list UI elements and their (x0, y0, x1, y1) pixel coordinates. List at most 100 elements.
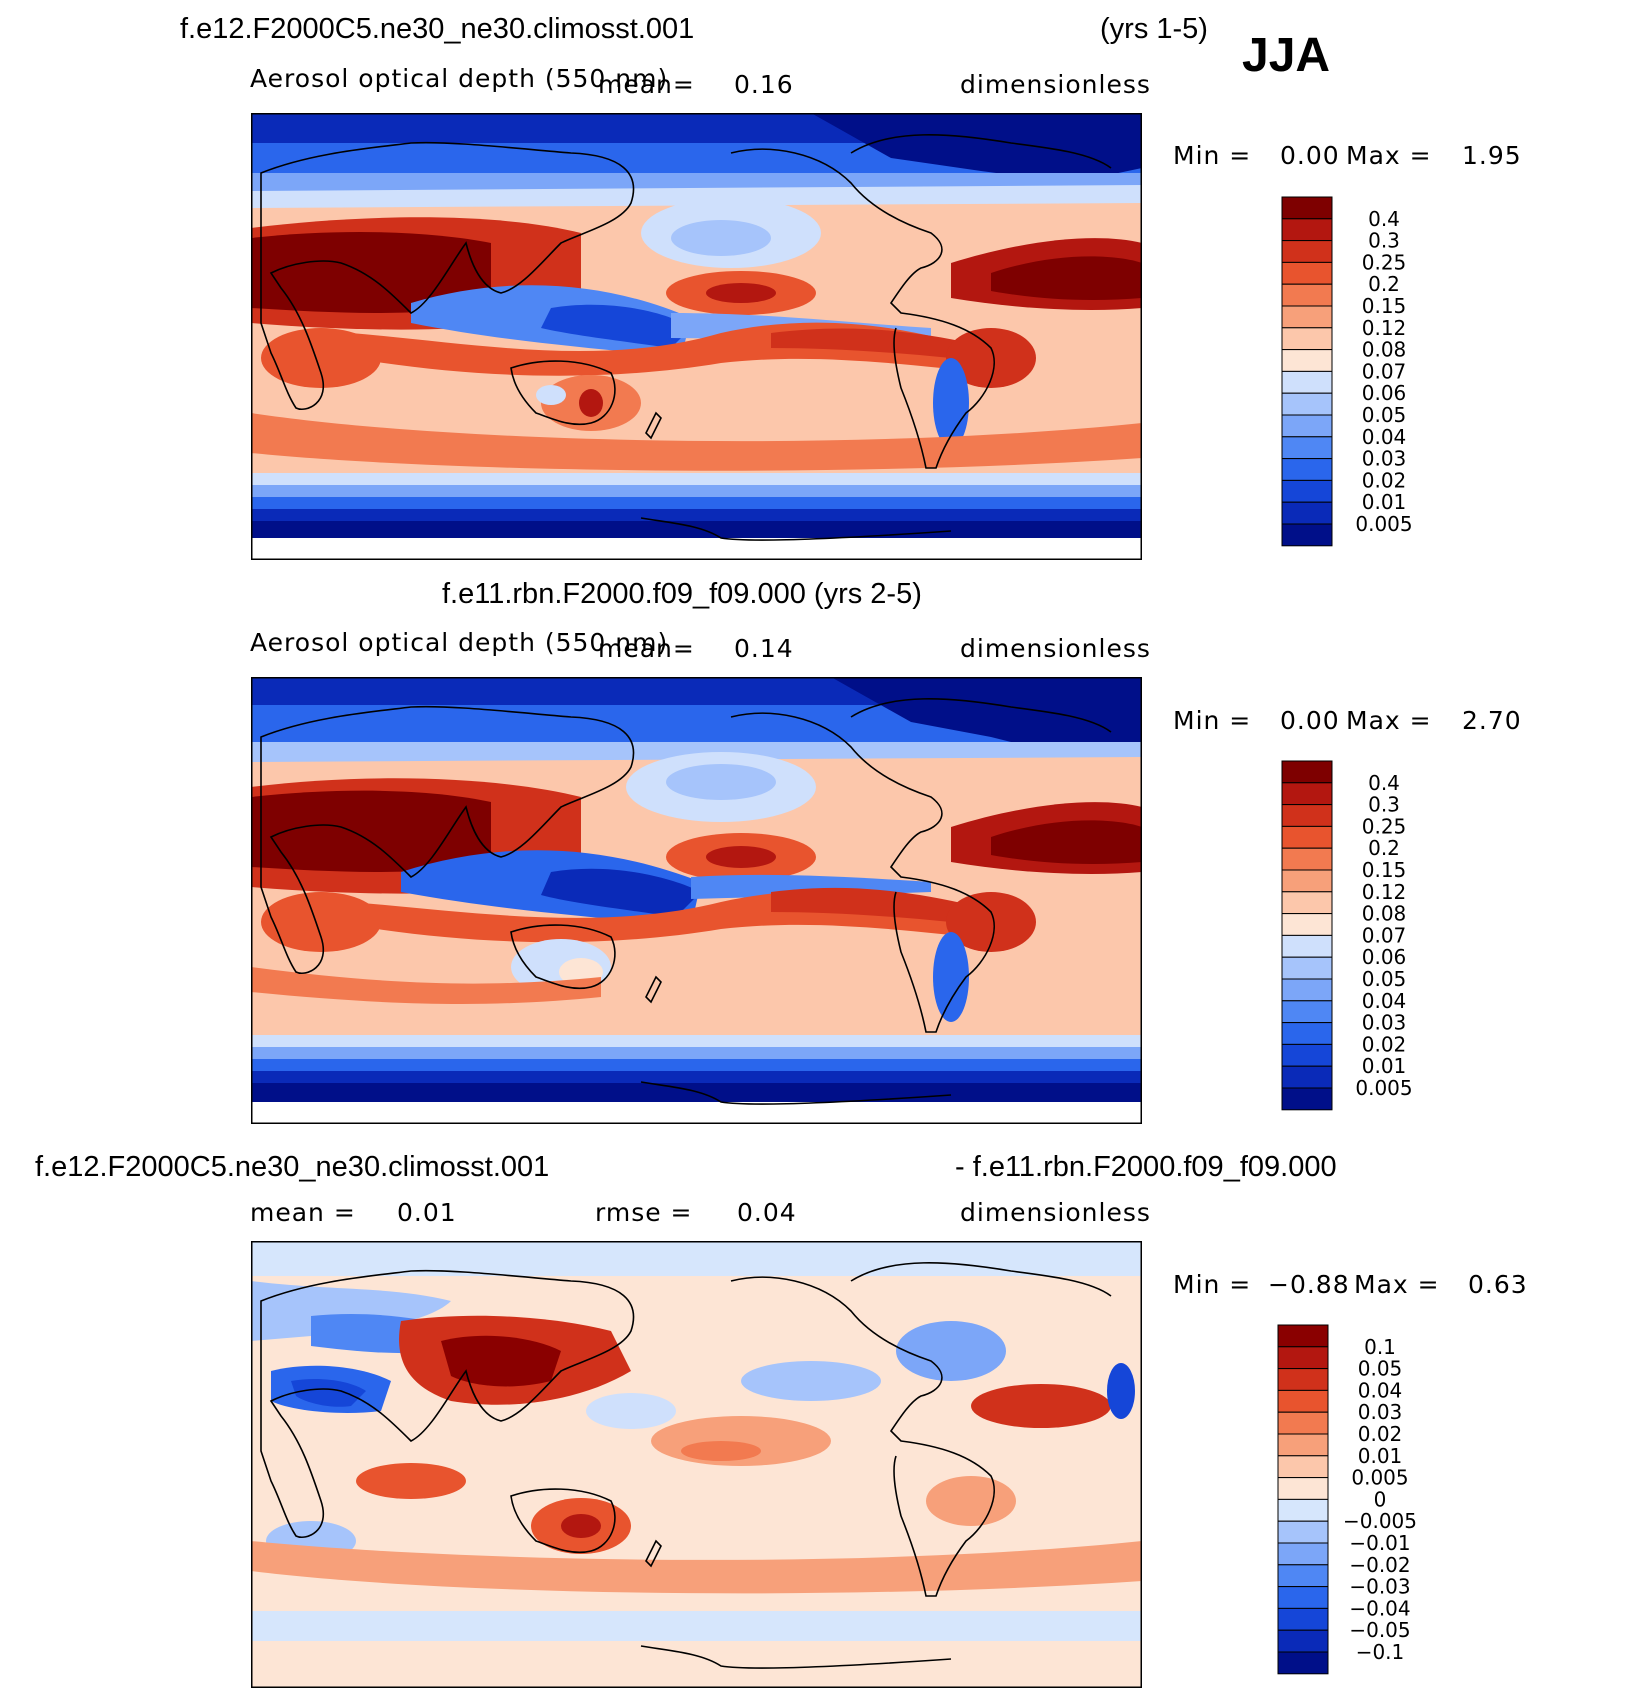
panel3-map (251, 1241, 1142, 1688)
aod-colorbar-label-13: 0.01 (1362, 1054, 1407, 1078)
aod-colorbar-swatch-10 (1281, 978, 1333, 1002)
aod-colorbar-swatch-1 (1281, 218, 1333, 242)
panel3-mean-value: 0.01 (397, 1198, 457, 1227)
panel3-min-label: Min = (1173, 1270, 1252, 1299)
aod-colorbar-label-9: 0.05 (1362, 403, 1407, 427)
aod-colorbar-label-7: 0.07 (1362, 359, 1407, 383)
panel3-colorbar: 0.10.050.040.030.020.010.0050−0.005−0.01… (1277, 1324, 1417, 1675)
aod-colorbar-swatch-5 (1281, 869, 1333, 893)
aod-colorbar-label-11: 0.03 (1362, 1011, 1407, 1035)
aod-colorbar-label-3: 0.2 (1368, 272, 1400, 296)
diff-colorbar-swatch-1 (1277, 1346, 1329, 1370)
aod-colorbar-swatch-2 (1281, 804, 1333, 827)
aod-colorbar-label-9: 0.05 (1362, 967, 1407, 991)
aod-colorbar-swatch-14 (1281, 501, 1333, 525)
panel2-title: f.e11.rbn.F2000.f09_f09.000 (yrs 2-5) (442, 578, 922, 610)
aod-colorbar-swatch-3 (1281, 825, 1333, 849)
aod-colorbar-swatch-11 (1281, 436, 1333, 460)
diff-colorbar-swatch-2 (1277, 1368, 1329, 1391)
diff-colorbar-label-12: −0.04 (1349, 1596, 1410, 1620)
diff-colorbar-label-11: −0.03 (1349, 1575, 1410, 1599)
panel1-coastlines (260, 134, 1112, 541)
diff-colorbar-swatch-9 (1277, 1520, 1329, 1544)
aod-colorbar-label-12: 0.02 (1362, 1032, 1407, 1056)
panel1-mean-value: 0.16 (734, 70, 794, 99)
panel2-min-label: Min = (1173, 706, 1252, 735)
aod-colorbar-swatch-4 (1281, 847, 1333, 871)
diff-colorbar-swatch-0 (1277, 1324, 1329, 1348)
diff-colorbar-label-14: −0.1 (1356, 1640, 1405, 1664)
panel1-variable: Aerosol optical depth (550 nm) (250, 64, 669, 93)
panel2-max-label: Max = (1346, 706, 1432, 735)
aod-colorbar-swatch-0 (1281, 760, 1333, 784)
panel3-units: dimensionless (960, 1198, 1151, 1227)
aod-colorbar-swatch-12 (1281, 1022, 1333, 1045)
aod-colorbar-swatch-2 (1281, 240, 1333, 263)
aod-colorbar-swatch-7 (1281, 913, 1333, 936)
aod-colorbar-label-6: 0.08 (1362, 338, 1407, 362)
panel1-map (251, 113, 1142, 560)
aod-colorbar-label-0: 0.4 (1368, 771, 1400, 795)
aod-colorbar-label-1: 0.3 (1368, 229, 1400, 253)
aod-colorbar-swatch-15 (1281, 1087, 1333, 1111)
aod-colorbar-swatch-3 (1281, 261, 1333, 285)
aod-colorbar-swatch-6 (1281, 891, 1333, 915)
aod-colorbar-label-11: 0.03 (1362, 447, 1407, 471)
aod-colorbar-label-1: 0.3 (1368, 793, 1400, 817)
panel1-mean-label: mean= (598, 70, 695, 99)
aod-colorbar-label-2: 0.25 (1362, 250, 1407, 274)
panel3-case-b: - f.e11.rbn.F2000.f09_f09.000 (955, 1151, 1337, 1183)
aod-colorbar-label-5: 0.12 (1362, 880, 1407, 904)
aod-colorbar-swatch-8 (1281, 370, 1333, 394)
aod-colorbar-swatch-5 (1281, 305, 1333, 329)
diff-colorbar-label-4: 0.02 (1358, 1422, 1403, 1446)
aod-colorbar-swatch-8 (1281, 934, 1333, 958)
aod-colorbar-swatch-13 (1281, 1043, 1333, 1067)
diff-colorbar-swatch-6 (1277, 1455, 1329, 1479)
season-label: JJA (1242, 29, 1331, 82)
panel1-max-value: 1.95 (1462, 141, 1522, 170)
diff-colorbar-swatch-8 (1277, 1498, 1329, 1522)
panel2-coastlines (260, 698, 1112, 1105)
panel3-difference-field (251, 1241, 1142, 1688)
aod-colorbar-label-12: 0.02 (1362, 468, 1407, 492)
panel2-map (251, 677, 1142, 1124)
panel1-colorbar: 0.40.30.250.20.150.120.080.070.060.050.0… (1281, 196, 1413, 547)
aod-colorbar-swatch-0 (1281, 196, 1333, 220)
aod-colorbar-label-14: 0.005 (1355, 512, 1412, 536)
panel3-case-a: f.e12.F2000C5.ne30_ne30.climosst.001 (35, 1151, 550, 1183)
panel1-min-value: 0.00 (1280, 141, 1340, 170)
aod-colorbar-label-10: 0.04 (1362, 425, 1407, 449)
panel3-rmse-value: 0.04 (737, 1198, 797, 1227)
panel2-variable: Aerosol optical depth (550 nm) (250, 628, 669, 657)
aod-colorbar-label-8: 0.06 (1362, 381, 1407, 405)
panel3-coastlines (260, 1262, 1112, 1669)
panel3-map-frame (251, 1241, 1142, 1688)
aod-colorbar-swatch-12 (1281, 458, 1333, 481)
panel3-mean-label: mean = (250, 1198, 356, 1227)
diff-colorbar-label-0: 0.1 (1364, 1335, 1396, 1359)
diff-colorbar-swatch-13 (1277, 1607, 1329, 1631)
diff-colorbar-swatch-5 (1277, 1433, 1329, 1457)
diff-colorbar-swatch-12 (1277, 1586, 1329, 1609)
aod-colorbar-swatch-10 (1281, 414, 1333, 438)
aod-colorbar-label-0: 0.4 (1368, 207, 1400, 231)
diff-colorbar-label-8: −0.005 (1343, 1509, 1417, 1533)
diff-colorbar-label-3: 0.03 (1358, 1400, 1403, 1424)
aod-colorbar-label-8: 0.06 (1362, 945, 1407, 969)
diff-colorbar-swatch-11 (1277, 1564, 1329, 1588)
diff-colorbar-label-9: −0.01 (1349, 1531, 1410, 1555)
diff-colorbar-label-10: −0.02 (1349, 1553, 1410, 1577)
aod-colorbar-swatch-7 (1281, 349, 1333, 372)
aod-colorbar-label-5: 0.12 (1362, 316, 1407, 340)
aod-colorbar-swatch-15 (1281, 523, 1333, 547)
aod-colorbar-label-6: 0.08 (1362, 902, 1407, 926)
aod-colorbar-label-7: 0.07 (1362, 923, 1407, 947)
diff-colorbar-label-7: 0 (1374, 1487, 1387, 1511)
panel2-units: dimensionless (960, 634, 1151, 663)
aod-colorbar-swatch-11 (1281, 1000, 1333, 1024)
panel3-max-label: Max = (1354, 1270, 1440, 1299)
aod-colorbar-swatch-9 (1281, 392, 1333, 416)
panel1-units: dimensionless (960, 70, 1151, 99)
aod-colorbar-swatch-1 (1281, 782, 1333, 806)
